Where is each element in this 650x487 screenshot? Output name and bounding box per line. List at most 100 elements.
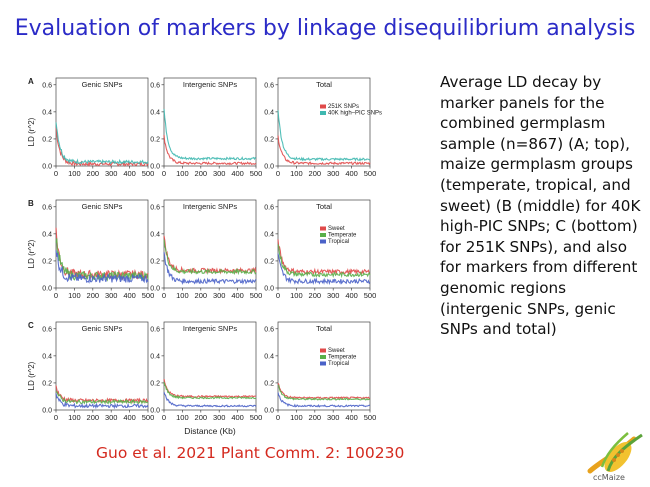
legend-swatch [320, 111, 326, 115]
x-tick-label: 0 [276, 413, 280, 422]
y-tick-label: 0.4 [150, 231, 160, 238]
y-tick-label: 0.6 [42, 204, 52, 211]
legend-label: Sweet [328, 226, 345, 232]
x-tick-label: 200 [309, 413, 322, 422]
x-tick-label: 400 [123, 291, 136, 300]
x-tick-label: 500 [250, 413, 263, 422]
legend-swatch [320, 233, 326, 237]
y-tick-label: 0.4 [150, 353, 160, 360]
x-tick-label: 300 [213, 413, 226, 422]
ld-decay-figure: Genic SNPs 0.0 0.2 0.4 0.6 0 100 200 300 400 500 LD… [27, 77, 382, 436]
x-tick-label: 0 [54, 413, 58, 422]
x-tick-label: 300 [105, 413, 118, 422]
y-tick-label: 0.6 [264, 204, 274, 211]
plot-frame [163, 77, 257, 167]
plot-title: Total [316, 80, 332, 89]
plot-title: Genic SNPs [82, 202, 123, 211]
panel-letter: C [28, 321, 34, 330]
y-tick-label: 0.6 [150, 326, 160, 333]
series-line-40k-high-pic-snps [277, 110, 371, 162]
series-line-temperate [163, 382, 257, 400]
x-tick-label: 500 [364, 291, 377, 300]
x-tick-label: 100 [176, 291, 189, 300]
plot-frame [55, 77, 149, 167]
series-line-tropical [55, 393, 149, 410]
plot-title: Intergenic SNPs [183, 202, 237, 211]
x-tick-label: 400 [231, 169, 244, 178]
series-line-temperate [277, 244, 371, 279]
x-tick-label: 200 [87, 413, 100, 422]
series-line-sweet [277, 382, 371, 400]
y-tick-label: 0.2 [42, 258, 52, 265]
x-tick-label: 200 [87, 169, 100, 178]
y-axis-label: LD (r^2) [27, 361, 36, 390]
series-line-40k-high-pic-snps [55, 122, 149, 165]
x-tick-label: 500 [142, 413, 155, 422]
plot-frame [277, 77, 371, 167]
x-tick-label: 100 [176, 413, 189, 422]
y-tick-label: 0.4 [42, 353, 52, 360]
y-tick-label: 0.6 [150, 82, 160, 89]
legend-swatch [320, 361, 326, 366]
x-tick-label: 0 [276, 169, 280, 178]
series-line-251k-snps [277, 135, 371, 166]
x-tick-label: 500 [250, 169, 263, 178]
legend-label: Temperate [328, 355, 357, 361]
x-tick-label: 400 [123, 413, 136, 422]
x-tick-label: 500 [364, 169, 377, 178]
series-line-tropical [55, 250, 149, 284]
x-tick-label: 200 [309, 169, 322, 178]
x-tick-label: 400 [345, 413, 358, 422]
x-tick-label: 400 [345, 169, 358, 178]
legend-label: Tropical [328, 239, 349, 245]
series-line-sweet [163, 235, 257, 275]
panel-letter: A [28, 77, 34, 86]
y-tick-label: 0.0 [150, 286, 160, 293]
x-tick-label: 0 [54, 291, 58, 300]
y-tick-label: 0.2 [264, 258, 274, 265]
x-tick-label: 300 [327, 169, 340, 178]
series-line-temperate [163, 239, 257, 276]
y-tick-label: 0.2 [42, 380, 52, 387]
y-tick-label: 0.0 [42, 408, 52, 415]
y-tick-label: 0.2 [42, 136, 52, 143]
series-line-tropical [163, 252, 257, 285]
x-axis-label: Distance (Kb) [184, 426, 236, 436]
y-tick-label: 0.2 [150, 380, 160, 387]
y-tick-label: 0.4 [264, 353, 274, 360]
plot-title: Intergenic SNPs [183, 324, 237, 333]
x-tick-label: 100 [290, 291, 303, 300]
x-tick-label: 300 [105, 169, 118, 178]
plot-frame [277, 321, 371, 411]
legend-swatch [320, 355, 326, 359]
legend-label: Tropical [328, 361, 349, 367]
y-axis-label: LD (r^2) [27, 239, 36, 268]
legend-label: Sweet [328, 348, 345, 354]
x-tick-label: 0 [162, 413, 166, 422]
legend-swatch [320, 239, 326, 244]
plot-title: Total [316, 202, 332, 211]
y-tick-label: 0.2 [150, 136, 160, 143]
x-tick-label: 0 [162, 291, 166, 300]
x-tick-label: 200 [87, 291, 100, 300]
y-tick-label: 0.6 [264, 326, 274, 333]
x-tick-label: 500 [142, 291, 155, 300]
y-tick-label: 0.4 [150, 109, 160, 116]
ccmaize-logo-icon [587, 432, 643, 474]
series-line-40k-high-pic-snps [163, 108, 257, 161]
plot-title: Intergenic SNPs [183, 80, 237, 89]
x-tick-label: 100 [68, 291, 81, 300]
y-tick-label: 0.4 [264, 109, 274, 116]
x-tick-label: 300 [105, 291, 118, 300]
series-line-tropical [163, 391, 257, 408]
citation: Guo et al. 2021 Plant Comm. 2: 100230 [96, 444, 405, 462]
x-tick-label: 0 [276, 291, 280, 300]
x-tick-label: 100 [68, 169, 81, 178]
x-tick-label: 300 [213, 291, 226, 300]
x-tick-label: 500 [142, 169, 155, 178]
y-tick-label: 0.6 [42, 82, 52, 89]
x-tick-label: 200 [309, 291, 322, 300]
plot-title: Genic SNPs [82, 324, 123, 333]
figure-description: Average LD decay by marker panels for th… [440, 73, 641, 339]
series-line-temperate [277, 384, 371, 401]
